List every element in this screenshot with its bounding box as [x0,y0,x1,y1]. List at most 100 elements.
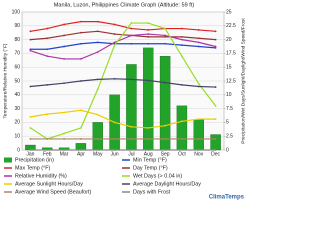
point [29,127,32,129]
legend-label: Min Temp (°F) [133,157,167,163]
legend-label: Wet Days (> 0.04 in) [133,173,182,179]
point [63,58,65,60]
point [164,34,166,37]
point [214,45,217,48]
point [80,58,82,60]
bar [126,64,137,151]
x-tick-label: Feb [43,151,52,157]
point [164,27,166,30]
point [63,45,65,48]
point [181,44,183,47]
point [113,121,116,124]
line [30,78,216,88]
point [130,42,133,45]
y2-tick-label: 12.5 [226,78,236,84]
legend-label: Average Daylight Hours/Day [133,181,201,187]
point [197,37,200,40]
point [96,138,99,140]
x-tick-label: Apr [77,151,85,157]
legend-label: Max Temp (°F) [15,165,51,171]
point [46,149,49,151]
line [30,109,216,129]
point [113,149,116,151]
point [96,20,99,23]
point [214,118,217,120]
x-tick-label: Nov [194,151,203,157]
point [147,29,150,31]
point [96,78,99,81]
y-tick-label: 10 [14,134,20,140]
x-tick-label: May [93,151,103,157]
point [147,149,150,151]
y2-tick-label: 7.5 [226,106,233,112]
bar [193,119,204,151]
y-tick-label: 70 [14,51,20,57]
point [197,118,200,120]
point [29,138,32,140]
legend-label: Day Temp (°F) [133,165,168,171]
point [130,125,133,128]
point [197,85,200,88]
point [197,138,200,140]
bar [75,143,87,151]
point [181,83,183,86]
point [63,23,65,26]
point [147,138,150,140]
y2-tick-label: 0 [226,147,229,153]
y2-tick-label: 5 [226,120,229,126]
point [80,42,82,45]
point [63,138,65,140]
point [214,149,217,151]
y2-axis-title: Precipitation/Wet Days/Sunlight/Daylight… [240,18,246,144]
y-tick-label: 90 [14,23,20,29]
point [80,80,82,82]
legend-label: Days with Frost [133,189,171,195]
point [80,109,82,112]
point [96,149,99,151]
point [96,30,99,33]
point [130,138,133,140]
point [164,35,166,38]
point [29,85,32,88]
point [63,132,65,135]
legend-label: Precipitation (in) [15,157,54,163]
y-tick-label: 80 [14,37,20,43]
point [147,42,150,45]
point [63,34,65,37]
point [181,35,183,38]
watermark: ClimaTemps [209,195,245,201]
point [214,38,217,41]
y2-tick-label: 20 [226,37,232,43]
point [130,27,133,30]
point [197,41,200,44]
point [214,86,217,88]
point [147,35,150,38]
point [181,138,183,140]
point [96,88,99,91]
bar [210,134,221,151]
point [46,48,49,51]
point [29,149,32,151]
x-tick-label: Jan [26,151,34,157]
y-axis-title: Temperature/Relative Humidity (°F) [2,43,8,118]
point [214,30,217,33]
line [30,41,216,50]
point [147,22,150,24]
point [63,82,65,85]
point [147,127,150,129]
bar [176,105,188,151]
bar [92,122,103,151]
point [113,23,116,26]
y2-tick-label: 15 [226,65,232,71]
line [30,33,216,60]
point [46,37,49,40]
legend-label: Average Sunlight Hours/Day [15,181,83,187]
y-tick-label: 100 [12,9,21,15]
y2-tick-label: 17.5 [226,51,236,57]
point [29,48,32,51]
x-tick-label: Dec [211,151,220,157]
point [80,20,82,23]
point [164,138,166,140]
x-tick-label: Jun [111,151,119,157]
point [164,42,166,45]
